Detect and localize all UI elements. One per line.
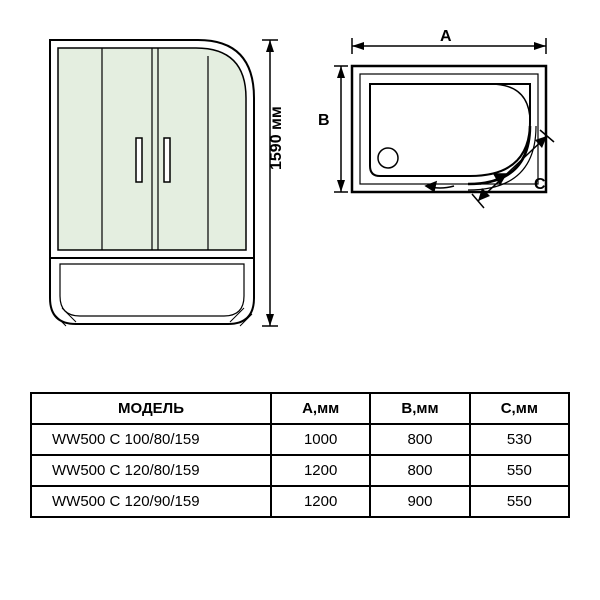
cell-b: 800 bbox=[370, 424, 469, 455]
table-header-row: МОДЕЛЬ A,мм B,мм C,мм bbox=[31, 393, 569, 424]
cell-c: 530 bbox=[470, 424, 569, 455]
col-b: B,мм bbox=[370, 393, 469, 424]
table-row: WW500 C 120/80/159 1200 800 550 bbox=[31, 455, 569, 486]
dim-label-a: A bbox=[440, 28, 452, 46]
dim-label-b: B bbox=[318, 112, 330, 130]
table-row: WW500 C 120/90/159 1200 900 550 bbox=[31, 486, 569, 517]
cell-model: WW500 C 100/80/159 bbox=[31, 424, 271, 455]
cell-model: WW500 C 120/80/159 bbox=[31, 455, 271, 486]
col-c: C,мм bbox=[470, 393, 569, 424]
height-label: 1590 мм bbox=[268, 106, 286, 170]
cell-c: 550 bbox=[470, 486, 569, 517]
cell-a: 1200 bbox=[271, 455, 370, 486]
cell-b: 900 bbox=[370, 486, 469, 517]
cell-b: 800 bbox=[370, 455, 469, 486]
dimensions-table: МОДЕЛЬ A,мм B,мм C,мм WW500 C 100/80/159… bbox=[30, 392, 570, 518]
cell-a: 1000 bbox=[271, 424, 370, 455]
plan-view-diagram bbox=[330, 34, 560, 224]
height-dimension-line bbox=[258, 38, 282, 328]
front-elevation-diagram bbox=[48, 38, 258, 328]
cell-c: 550 bbox=[470, 455, 569, 486]
col-a: A,мм bbox=[271, 393, 370, 424]
dim-label-c: C bbox=[534, 176, 546, 194]
table-row: WW500 C 100/80/159 1000 800 530 bbox=[31, 424, 569, 455]
cell-model: WW500 C 120/90/159 bbox=[31, 486, 271, 517]
cell-a: 1200 bbox=[271, 486, 370, 517]
col-model: МОДЕЛЬ bbox=[31, 393, 271, 424]
